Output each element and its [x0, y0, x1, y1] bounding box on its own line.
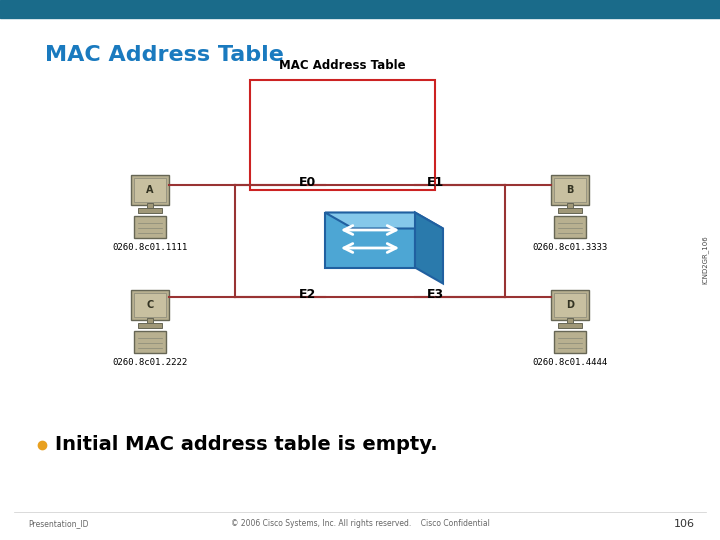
Text: E1: E1	[426, 177, 444, 190]
Bar	[558, 323, 582, 328]
Text: C: C	[146, 300, 153, 310]
Text: MAC Address Table: MAC Address Table	[45, 45, 284, 65]
Text: A: A	[146, 185, 154, 195]
Text: 0260.8c01.2222: 0260.8c01.2222	[112, 358, 188, 367]
Text: 0260.8c01.3333: 0260.8c01.3333	[532, 243, 608, 252]
Bar	[551, 290, 589, 320]
Bar	[138, 323, 162, 328]
Text: Initial MAC address table is empty.: Initial MAC address table is empty.	[55, 435, 438, 455]
Bar	[147, 203, 153, 208]
Text: © 2006 Cisco Systems, Inc. All rights reserved.    Cisco Confidential: © 2006 Cisco Systems, Inc. All rights re…	[230, 519, 490, 529]
Polygon shape	[325, 213, 443, 228]
Text: 0260.8c01.1111: 0260.8c01.1111	[112, 243, 188, 252]
Text: Presentation_ID: Presentation_ID	[28, 519, 89, 529]
Bar	[134, 216, 166, 238]
Bar	[134, 331, 166, 353]
Text: E0: E0	[298, 177, 315, 190]
Bar	[558, 208, 582, 213]
Bar	[0, 0, 720, 18]
Text: B: B	[567, 185, 574, 195]
Bar	[147, 318, 153, 323]
Bar	[554, 293, 586, 317]
Text: 0260.8c01.4444: 0260.8c01.4444	[532, 358, 608, 367]
Bar	[131, 290, 169, 320]
Bar	[567, 203, 573, 208]
Text: E3: E3	[426, 288, 444, 301]
Text: E2: E2	[298, 288, 315, 301]
Text: MAC Address Table: MAC Address Table	[279, 59, 406, 72]
Bar	[554, 331, 586, 353]
Bar	[250, 80, 435, 190]
Bar	[134, 178, 166, 202]
Bar	[138, 208, 162, 213]
Polygon shape	[325, 213, 415, 267]
Bar	[554, 216, 586, 238]
Bar	[567, 318, 573, 323]
Bar	[551, 175, 589, 205]
Polygon shape	[415, 213, 443, 284]
Text: D: D	[566, 300, 574, 310]
Text: ICND2GR_106: ICND2GR_106	[701, 235, 708, 285]
Bar	[554, 178, 586, 202]
Bar	[134, 293, 166, 317]
Text: 106: 106	[674, 519, 695, 529]
Bar	[131, 175, 169, 205]
